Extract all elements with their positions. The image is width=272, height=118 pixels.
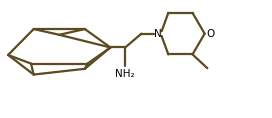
Text: O: O bbox=[206, 29, 214, 39]
Text: NH₂: NH₂ bbox=[115, 69, 135, 79]
Text: N: N bbox=[154, 29, 161, 39]
